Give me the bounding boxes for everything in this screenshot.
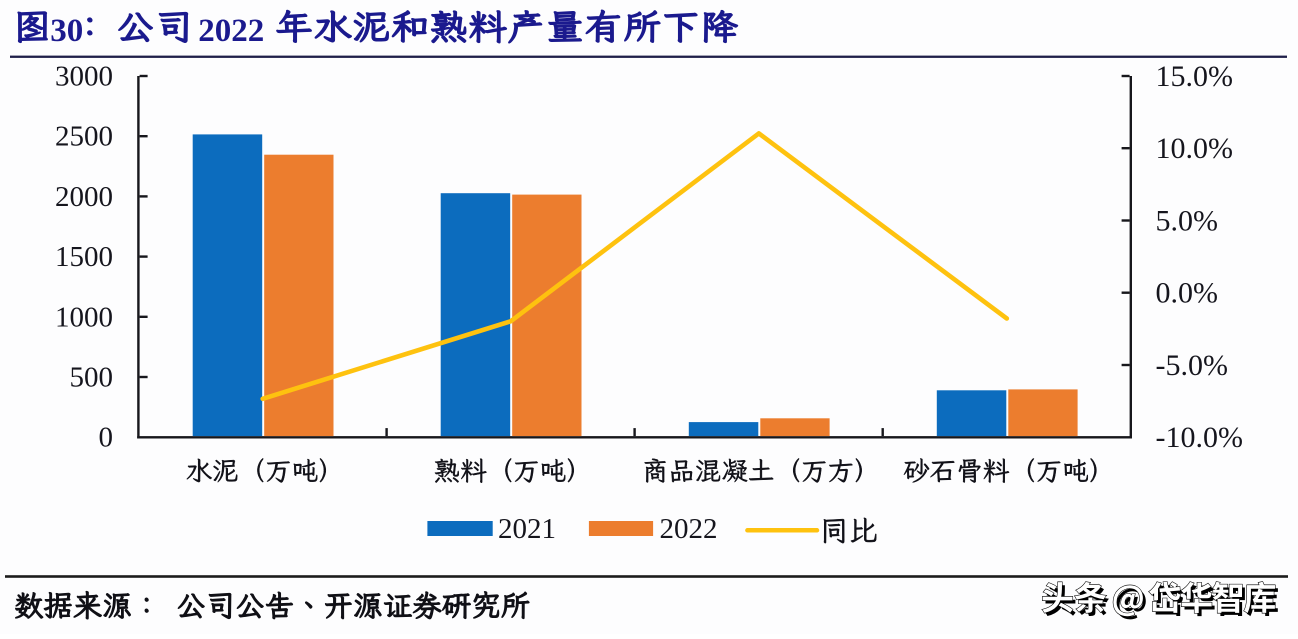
- svg-text:30: 30: [50, 13, 83, 49]
- svg-text:1500: 1500: [55, 241, 113, 273]
- svg-text:2022: 2022: [660, 513, 718, 545]
- svg-text:1000: 1000: [55, 301, 113, 333]
- svg-text:2022: 2022: [198, 13, 264, 49]
- svg-text:0: 0: [99, 422, 114, 454]
- svg-text:-10.0%: -10.0%: [1156, 421, 1243, 454]
- svg-text:2500: 2500: [55, 121, 113, 153]
- svg-text:500: 500: [70, 362, 114, 394]
- svg-text:-5.0%: -5.0%: [1156, 349, 1228, 382]
- svg-text:10.0%: 10.0%: [1156, 132, 1234, 165]
- svg-text:2021: 2021: [498, 513, 556, 545]
- svg-text:2000: 2000: [55, 181, 113, 213]
- svg-text:5.0%: 5.0%: [1156, 205, 1219, 238]
- svg-text:3000: 3000: [55, 61, 113, 93]
- svg-text:15.0%: 15.0%: [1156, 60, 1234, 93]
- svg-text:0.0%: 0.0%: [1156, 277, 1219, 310]
